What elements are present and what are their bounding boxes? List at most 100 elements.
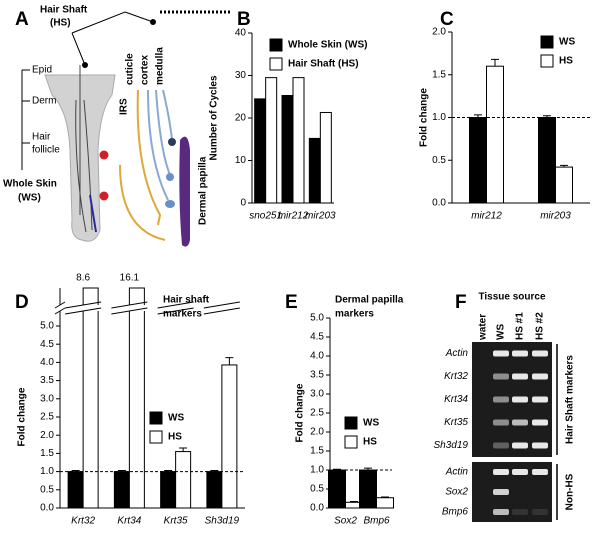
error-bar [179, 447, 188, 452]
error-bar [164, 470, 173, 472]
y-tick-label: 5.0 [40, 321, 54, 332]
legend-label: HS [363, 437, 377, 448]
x-tick-label: Krt35 [164, 516, 188, 527]
value-label: 16.1 [120, 273, 140, 284]
y-tick-label: 4.0 [310, 351, 324, 362]
error-bar [350, 501, 358, 503]
band [512, 442, 528, 449]
x-tick-label: mir203 [305, 211, 336, 222]
band [493, 350, 509, 357]
y-tick-label: 5.0 [310, 313, 324, 324]
x-tick-label: Sox2 [334, 516, 357, 527]
y-tick-label: 3.0 [310, 389, 324, 400]
row-label: Actin [445, 467, 469, 478]
label: Whole Skin [3, 179, 57, 190]
bulb [165, 200, 175, 208]
y-tick-label: 1.5 [40, 448, 54, 459]
bar [82, 287, 99, 509]
legend-swatch [344, 435, 358, 449]
y-tick-label: 1.0 [40, 466, 54, 477]
bar [469, 117, 487, 204]
row-label: Bmp6 [442, 507, 469, 518]
y-tick-label: 2.0 [40, 430, 54, 441]
y-tick-label: 3.5 [40, 375, 54, 386]
label: cortex [140, 55, 151, 85]
bar [281, 94, 294, 204]
y-tick-label: 4.0 [40, 357, 54, 368]
y-tick-label: 20 [235, 113, 247, 124]
y-tick-label: 3.0 [40, 393, 54, 404]
y-tick-label: 0.5 [40, 484, 54, 495]
band [493, 396, 509, 403]
annotation: Hair shaft [163, 295, 210, 306]
row-label: Actin [445, 348, 469, 359]
bar [555, 166, 573, 204]
irs-outer [119, 164, 166, 241]
y-tick-label: 0.5 [432, 155, 446, 166]
label: (WS) [18, 193, 41, 204]
row-label: Krt32 [444, 371, 468, 382]
legend-swatch [269, 57, 283, 71]
dot [99, 191, 109, 201]
legend-swatch [269, 38, 283, 52]
diagram: A Hair Shaft (HS) Epid Derm Hair follicl… [3, 5, 230, 247]
y-axis-label: Fold change [17, 387, 28, 446]
legend-label: WS [363, 418, 379, 429]
y-tick-label: 0.0 [432, 198, 446, 209]
label: IRS [119, 98, 130, 115]
error-bar [491, 58, 499, 67]
y-tick-label: 2.5 [310, 408, 324, 419]
band [493, 442, 509, 449]
band [532, 396, 548, 403]
bar [376, 497, 394, 509]
band [532, 419, 548, 426]
dermal-papilla-shape [179, 136, 190, 247]
bulb [168, 138, 176, 146]
panel-label: A [15, 9, 29, 30]
label: Hair Shaft [40, 5, 88, 16]
value-label: 8.6 [76, 273, 90, 284]
annotation: markers [163, 309, 202, 320]
irs-line [89, 194, 97, 233]
legend-label: Whole Skin (WS) [288, 40, 367, 51]
legend-swatch [149, 411, 163, 425]
band [512, 419, 528, 426]
band [512, 509, 528, 515]
bar [538, 117, 556, 204]
axis-break [157, 301, 194, 309]
y-tick-label: 10 [235, 155, 247, 166]
group-label: Non-HS [565, 473, 576, 510]
band [493, 509, 509, 515]
y-tick-label: 0.0 [40, 503, 54, 514]
x-tick-label: Krt32 [71, 516, 95, 527]
bar [359, 469, 377, 509]
panel-label: F [455, 292, 467, 313]
row-label: Sox2 [445, 487, 468, 498]
y-axis-label: Fold change [295, 383, 306, 442]
gel: F Tissue source [455, 292, 546, 313]
bar [221, 364, 238, 509]
y-tick-label: 1.5 [310, 446, 324, 457]
y-tick-label: 30 [235, 70, 247, 81]
bar [175, 451, 192, 509]
gel-title: Tissue source [478, 292, 546, 303]
bar [308, 137, 321, 204]
lane-label: HS #2 [535, 312, 546, 340]
row-label: Sh3d19 [434, 440, 469, 451]
panel-label: B [237, 9, 251, 30]
y-tick-label: 1.0 [432, 112, 446, 123]
y-tick-label: 0 [240, 198, 246, 209]
band [493, 469, 509, 475]
x-tick-label: mir212 [278, 211, 309, 222]
band [532, 509, 548, 515]
panel-label: E [285, 292, 298, 313]
row-label: Krt34 [444, 394, 468, 405]
error-bar [381, 496, 389, 498]
label: medulla [155, 47, 166, 85]
lane-label: HS #1 [515, 312, 526, 340]
bar [67, 471, 84, 509]
band [493, 489, 509, 495]
lane-label: water [478, 314, 489, 341]
legend-label: WS [559, 37, 575, 48]
